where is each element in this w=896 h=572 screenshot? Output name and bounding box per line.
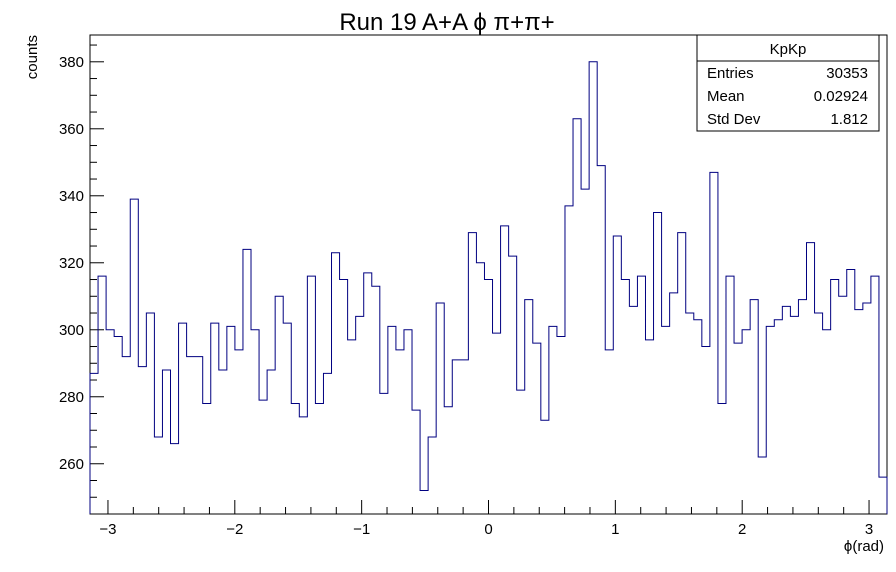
x-axis-title: ϕ(rad)	[844, 538, 884, 555]
plot-area: −3 −2 −1 0 1 2 3 260 280 300 320 340 360 380	[59, 34, 888, 538]
x-tick-label: 3	[865, 521, 873, 538]
x-tick-label: −3	[99, 521, 116, 538]
y-tick-label: 260	[59, 456, 84, 473]
stats-entries-label: Entries	[707, 65, 754, 82]
y-tick-label: 380	[59, 54, 84, 71]
y-axis-title: counts	[24, 35, 41, 79]
stats-box-frame	[696, 34, 880, 132]
x-tick-label: −2	[226, 521, 243, 538]
x-tick-label: 2	[738, 521, 746, 538]
chart-title: Run 19 A+A ϕ π+π+	[339, 9, 554, 36]
x-tick-label: 1	[611, 521, 619, 538]
stats-stddev-value: 1.812	[830, 111, 868, 128]
x-tick-label: 0	[484, 521, 492, 538]
stats-box: KpKp Entries 30353 Mean 0.02924 Std Dev …	[696, 34, 880, 132]
stats-box-title: KpKp	[770, 41, 807, 58]
y-tick-label: 360	[59, 121, 84, 138]
stats-mean-value: 0.02924	[814, 88, 868, 105]
y-axis: 260 280 300 320 340 360 380	[59, 44, 104, 515]
y-tick-label: 340	[59, 188, 84, 205]
stats-mean-label: Mean	[707, 88, 745, 105]
y-tick-label: 280	[59, 389, 84, 406]
y-tick-label: 320	[59, 255, 84, 272]
stats-stddev-label: Std Dev	[707, 111, 761, 128]
stats-entries-value: 30353	[826, 65, 868, 82]
x-axis: −3 −2 −1 0 1 2 3	[99, 500, 873, 538]
x-tick-label: −1	[353, 521, 370, 538]
histogram-series-line	[89, 61, 888, 514]
y-tick-label: 300	[59, 322, 84, 339]
